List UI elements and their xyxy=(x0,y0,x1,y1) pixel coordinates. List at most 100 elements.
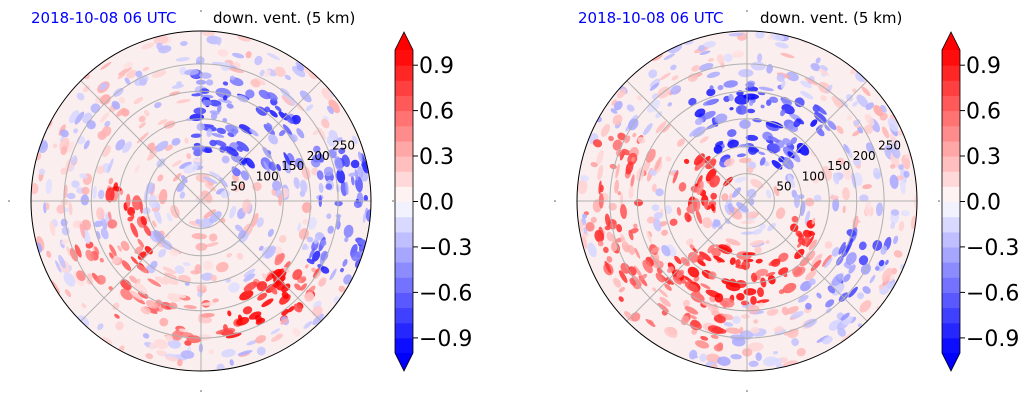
field-cell xyxy=(872,239,883,251)
field-cell xyxy=(712,219,721,227)
field-cell xyxy=(711,327,727,334)
field-cell xyxy=(99,112,110,123)
field-cell xyxy=(767,136,780,143)
field-cell xyxy=(790,310,804,320)
field-cell xyxy=(302,218,308,225)
field-cell xyxy=(340,267,344,273)
colorbar-tick-label: −0.6 xyxy=(419,281,472,306)
field-cell xyxy=(294,157,304,169)
colorbar-segment xyxy=(395,322,413,339)
field-cell xyxy=(862,184,872,190)
field-cell xyxy=(774,42,789,49)
field-cell xyxy=(705,168,717,182)
field-cell xyxy=(691,65,700,72)
colorbar-segment xyxy=(395,201,413,218)
field-cell xyxy=(180,40,188,47)
field-cell xyxy=(312,250,321,262)
field-cell xyxy=(228,282,240,293)
field-cell xyxy=(236,141,250,152)
field-cell xyxy=(727,203,735,213)
field-cell xyxy=(179,191,186,199)
field-cell xyxy=(793,118,801,128)
field-cell xyxy=(652,217,662,232)
field-cell xyxy=(594,229,604,243)
colorbar: 0.9 0.6 0.3 0.0 −0.3 −0.6 −0.9 xyxy=(394,31,472,372)
field-cell xyxy=(237,350,253,356)
field-cell xyxy=(822,336,833,345)
field-cell xyxy=(667,102,673,107)
field-cell xyxy=(208,349,215,355)
field-cell xyxy=(179,161,192,169)
field-cell xyxy=(348,172,357,177)
field-cell xyxy=(245,157,255,169)
field-cell xyxy=(843,143,850,154)
field-cell xyxy=(115,321,124,331)
field-cell xyxy=(140,306,151,315)
field-cell xyxy=(175,57,191,62)
field-cell xyxy=(351,251,361,262)
colorbar-tick-label: 0.3 xyxy=(966,145,1001,170)
field-cell xyxy=(745,211,758,219)
field-cell xyxy=(616,88,627,99)
field-cell xyxy=(696,180,704,195)
field-cell xyxy=(796,142,810,156)
field-cell xyxy=(257,292,268,301)
field-cell xyxy=(655,272,665,283)
field-cell xyxy=(692,126,706,138)
field-cell xyxy=(237,183,244,190)
field-cell xyxy=(233,186,239,192)
field-cell xyxy=(659,72,671,81)
field-cell xyxy=(664,283,672,291)
field-cell xyxy=(176,181,186,192)
colorbar-extend-max xyxy=(942,32,960,50)
field-cell xyxy=(193,107,207,115)
field-cell xyxy=(666,277,674,285)
field-cell xyxy=(808,230,816,236)
field-cell xyxy=(892,146,901,159)
field-cell xyxy=(97,323,104,331)
field-cell xyxy=(83,140,90,150)
field-cell xyxy=(327,225,334,234)
colorbar-outline xyxy=(394,31,414,372)
field-cell xyxy=(236,252,244,260)
field-cell xyxy=(582,235,588,249)
field-cell xyxy=(842,205,846,214)
field-cell xyxy=(813,194,822,202)
field-cell xyxy=(613,100,623,111)
field-cell xyxy=(842,168,853,180)
field-cell xyxy=(628,186,634,200)
field-cell xyxy=(268,134,279,145)
field-cell xyxy=(292,327,301,337)
field-cell xyxy=(86,273,94,280)
field-cell xyxy=(239,290,254,301)
field-cell xyxy=(746,188,757,199)
colorbar-segment xyxy=(942,125,960,142)
field-cell xyxy=(334,200,343,207)
field-cell xyxy=(677,138,685,147)
field-cell xyxy=(153,34,169,45)
field-cell xyxy=(266,122,273,129)
field-cell xyxy=(344,236,349,243)
field-cell xyxy=(256,346,266,356)
field-cell xyxy=(107,219,118,229)
field-cell xyxy=(791,338,800,347)
field-cell xyxy=(694,108,706,118)
field-cell xyxy=(178,328,188,333)
field-cell xyxy=(765,272,776,277)
panel-1: 2018-10-08 06 UTC down. vent. (5 km) 50 100… xyxy=(8,9,472,392)
field-cell xyxy=(613,277,622,288)
field-cell xyxy=(353,199,362,209)
field-cell xyxy=(45,178,53,195)
field-cell xyxy=(864,200,872,217)
field-cell xyxy=(813,111,827,124)
field-cell xyxy=(312,130,319,136)
field-cell xyxy=(157,174,164,182)
field-cell xyxy=(130,222,139,238)
field-cell xyxy=(258,245,264,251)
field-cell xyxy=(757,287,764,298)
colorbar-segment xyxy=(942,65,960,81)
field-cell xyxy=(59,129,69,138)
field-cell xyxy=(766,308,779,316)
field-cell xyxy=(643,123,653,136)
field-cell xyxy=(200,316,213,324)
